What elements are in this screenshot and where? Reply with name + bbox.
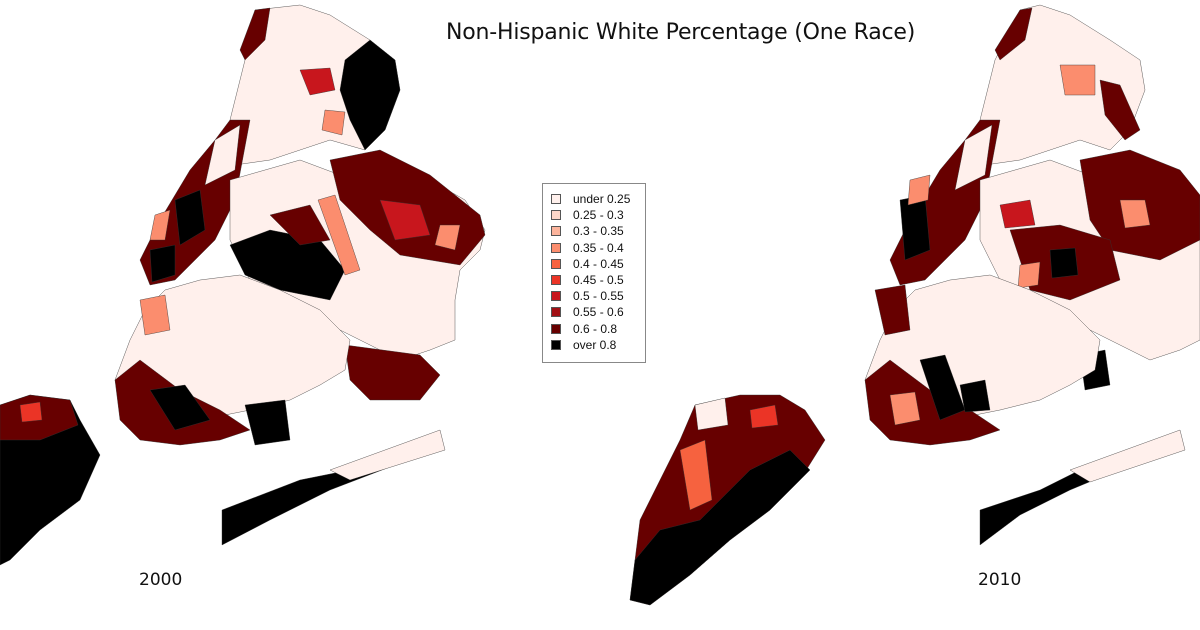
bronx-west-dark <box>239 7 271 61</box>
brooklyn-west-salmon <box>139 294 171 336</box>
legend-label: 0.6 - 0.8 <box>573 321 618 336</box>
legend-label: 0.4 - 0.45 <box>573 256 624 271</box>
year-label-2010: 2010 <box>978 570 1022 590</box>
legend-item: 0.5 - 0.55 <box>551 288 645 304</box>
legend-item: over 0.8 <box>551 337 645 353</box>
legend-label: 0.35 - 0.4 <box>573 240 624 255</box>
queens-ne-salmon <box>1119 199 1151 229</box>
legend-item: 0.35 - 0.4 <box>551 240 645 256</box>
year-label-2000: 2000 <box>139 570 183 590</box>
queens-mid-black <box>229 229 346 301</box>
brooklyn-sw-black <box>149 384 211 431</box>
queens-mid-dark <box>269 204 331 246</box>
staten-island-red <box>19 401 43 423</box>
legend-swatch <box>551 339 561 350</box>
map-legend: under 0.25 0.25 - 0.3 0.3 - 0.35 0.35 - … <box>542 183 646 363</box>
legend-item: 0.3 - 0.35 <box>551 223 645 239</box>
legend-label: 0.55 - 0.6 <box>573 305 624 320</box>
legend-swatch <box>551 258 561 269</box>
manhattan-upper-light <box>954 124 993 191</box>
bronx-west-dark <box>994 7 1033 61</box>
queens-salmon <box>1017 261 1041 289</box>
map-2010 <box>629 4 1200 606</box>
legend-label: under 0.25 <box>573 192 631 207</box>
legend-item: 0.4 - 0.45 <box>551 256 645 272</box>
legend-swatch <box>551 323 561 334</box>
legend-swatch <box>551 291 561 302</box>
manhattan-salmon <box>907 174 931 206</box>
legend-swatch <box>551 242 561 253</box>
manhattan-salmon <box>149 209 171 241</box>
queens-salmon-strip <box>317 194 361 276</box>
legend-swatch <box>551 194 561 205</box>
queens-ne-salmon <box>434 224 461 251</box>
bronx-region <box>979 4 1146 166</box>
manhattan-black <box>899 194 931 261</box>
legend-item: 0.25 - 0.3 <box>551 207 645 223</box>
jamaica-bay-dark <box>344 344 441 401</box>
bronx-east-dark <box>339 39 401 151</box>
bronx-east-dark <box>1099 79 1141 141</box>
legend-label: 0.3 - 0.35 <box>573 224 624 239</box>
manhattan-black-2 <box>149 244 176 283</box>
rockaway-east <box>329 429 446 481</box>
map-2000 <box>0 4 486 566</box>
legend-label: 0.45 - 0.5 <box>573 273 624 288</box>
legend-label: 0.25 - 0.3 <box>573 208 624 223</box>
staten-island-north-light <box>694 397 729 431</box>
staten-island-salmon <box>679 439 713 511</box>
legend-swatch <box>551 210 561 221</box>
brooklyn-south-black <box>244 399 291 446</box>
rockaway-east <box>1069 429 1186 483</box>
brooklyn-sw-salmon <box>889 391 921 426</box>
legend-swatch <box>551 226 561 237</box>
bronx-salmon <box>1059 64 1096 96</box>
brooklyn-west-dark <box>874 284 911 336</box>
legend-swatch <box>551 275 561 286</box>
bronx-salmon <box>321 109 346 136</box>
staten-island-south-black <box>629 449 811 606</box>
queens-red <box>999 199 1036 229</box>
legend-label: over 0.8 <box>573 337 617 352</box>
queens-mid-black <box>1049 247 1079 279</box>
brooklyn-south-black <box>959 379 991 413</box>
legend-item: 0.45 - 0.5 <box>551 272 645 288</box>
legend-item: under 0.25 <box>551 191 645 207</box>
manhattan-upper-light <box>204 124 241 186</box>
legend-label: 0.5 - 0.55 <box>573 289 624 304</box>
legend-swatch <box>551 307 561 318</box>
legend-item: 0.6 - 0.8 <box>551 321 645 337</box>
legend-item: 0.55 - 0.6 <box>551 304 645 320</box>
map-title: Non-Hispanic White Percentage (One Race) <box>446 20 916 45</box>
queens-ne-red <box>379 199 431 241</box>
bronx-mid-red <box>299 67 336 96</box>
manhattan-black-1 <box>174 189 206 246</box>
staten-island-red <box>749 404 779 429</box>
